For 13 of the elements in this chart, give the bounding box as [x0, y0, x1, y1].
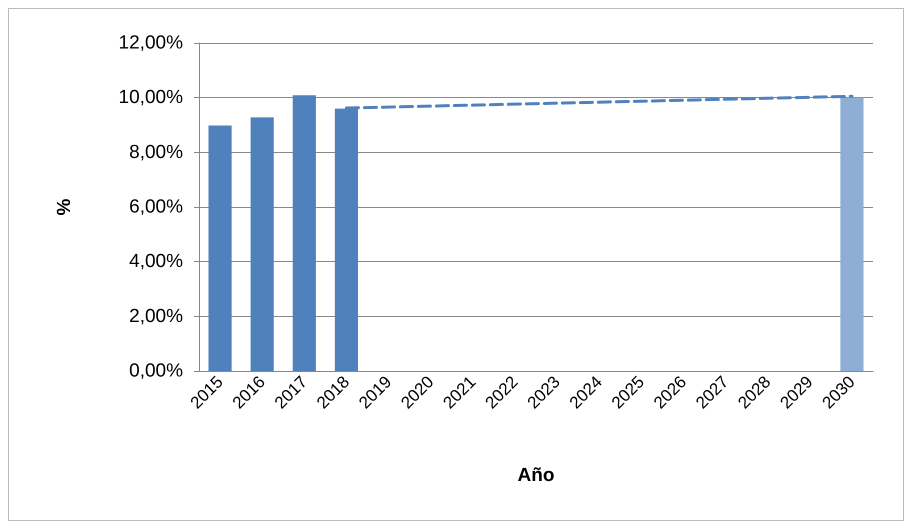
y-tick-label: 8,00%	[129, 142, 184, 163]
bar	[250, 117, 274, 371]
y-tick-label: 0,00%	[129, 360, 184, 382]
bar	[840, 98, 864, 371]
y-tick-label: 4,00%	[129, 251, 184, 272]
y-tick-label: 6,00%	[129, 196, 184, 218]
y-tick-label: 10,00%	[118, 87, 184, 108]
y-axis-title: %	[54, 198, 75, 216]
bar	[292, 95, 316, 371]
bar	[208, 126, 232, 371]
y-tick-label: 12,00%	[118, 32, 184, 54]
x-axis-title: Año	[518, 465, 554, 486]
y-tick-label: 2,00%	[129, 306, 184, 327]
